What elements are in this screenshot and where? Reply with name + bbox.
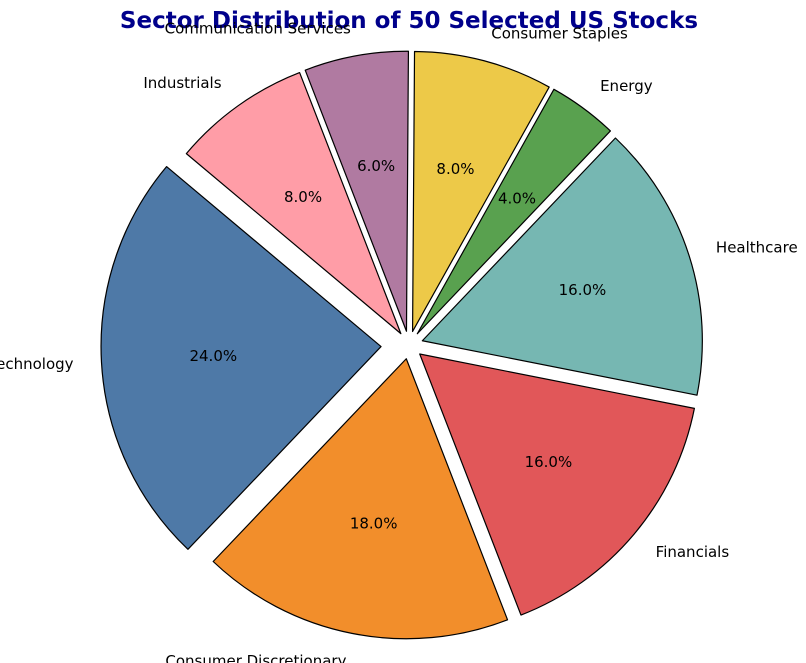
pie-percent-label-consumer-staples: 8.0% bbox=[436, 160, 474, 178]
pie-slice-communication-services bbox=[304, 50, 410, 332]
pie-labels: 24.0% Technology 18.0% Consumer Discretiona… bbox=[0, 19, 798, 663]
pie-percent-label-energy: 4.0% bbox=[498, 190, 536, 208]
pie-percent-label-consumer-discretionary: 18.0% bbox=[350, 515, 398, 533]
pie-slice-consumer-discretionary bbox=[212, 358, 509, 640]
chart-title: Sector Distribution of 50 Selected US St… bbox=[120, 8, 698, 34]
pie-percent-label-technology: 24.0% bbox=[189, 347, 237, 365]
pie-percent-label-healthcare: 16.0% bbox=[559, 281, 607, 299]
pie-category-label-financials: Financials bbox=[656, 543, 730, 561]
pie-percent-label-industrials: 8.0% bbox=[284, 188, 322, 206]
pie-category-label-consumer-discretionary: Consumer Discretionary bbox=[165, 652, 346, 663]
pie-percent-label-financials: 16.0% bbox=[525, 453, 573, 471]
pie-slices bbox=[100, 50, 703, 640]
pie-category-label-healthcare: Healthcare bbox=[716, 239, 798, 257]
pie-slice-energy bbox=[416, 88, 612, 335]
pie-slice-industrials bbox=[185, 71, 402, 335]
pie-slice-healthcare bbox=[421, 137, 703, 396]
pie-percent-label-communication-services: 6.0% bbox=[357, 157, 395, 175]
pie-category-label-energy: Energy bbox=[600, 77, 653, 95]
pie-slice-technology bbox=[100, 165, 382, 550]
pie-slice-financials bbox=[419, 353, 695, 616]
pie-category-label-communication-services: Communication Services bbox=[165, 19, 351, 37]
pie-category-label-technology: Technology bbox=[0, 355, 74, 373]
pie-category-label-consumer-staples: Consumer Staples bbox=[491, 25, 628, 43]
pie-category-label-industrials: Industrials bbox=[143, 74, 221, 92]
pie-slice-consumer-staples bbox=[411, 50, 550, 333]
